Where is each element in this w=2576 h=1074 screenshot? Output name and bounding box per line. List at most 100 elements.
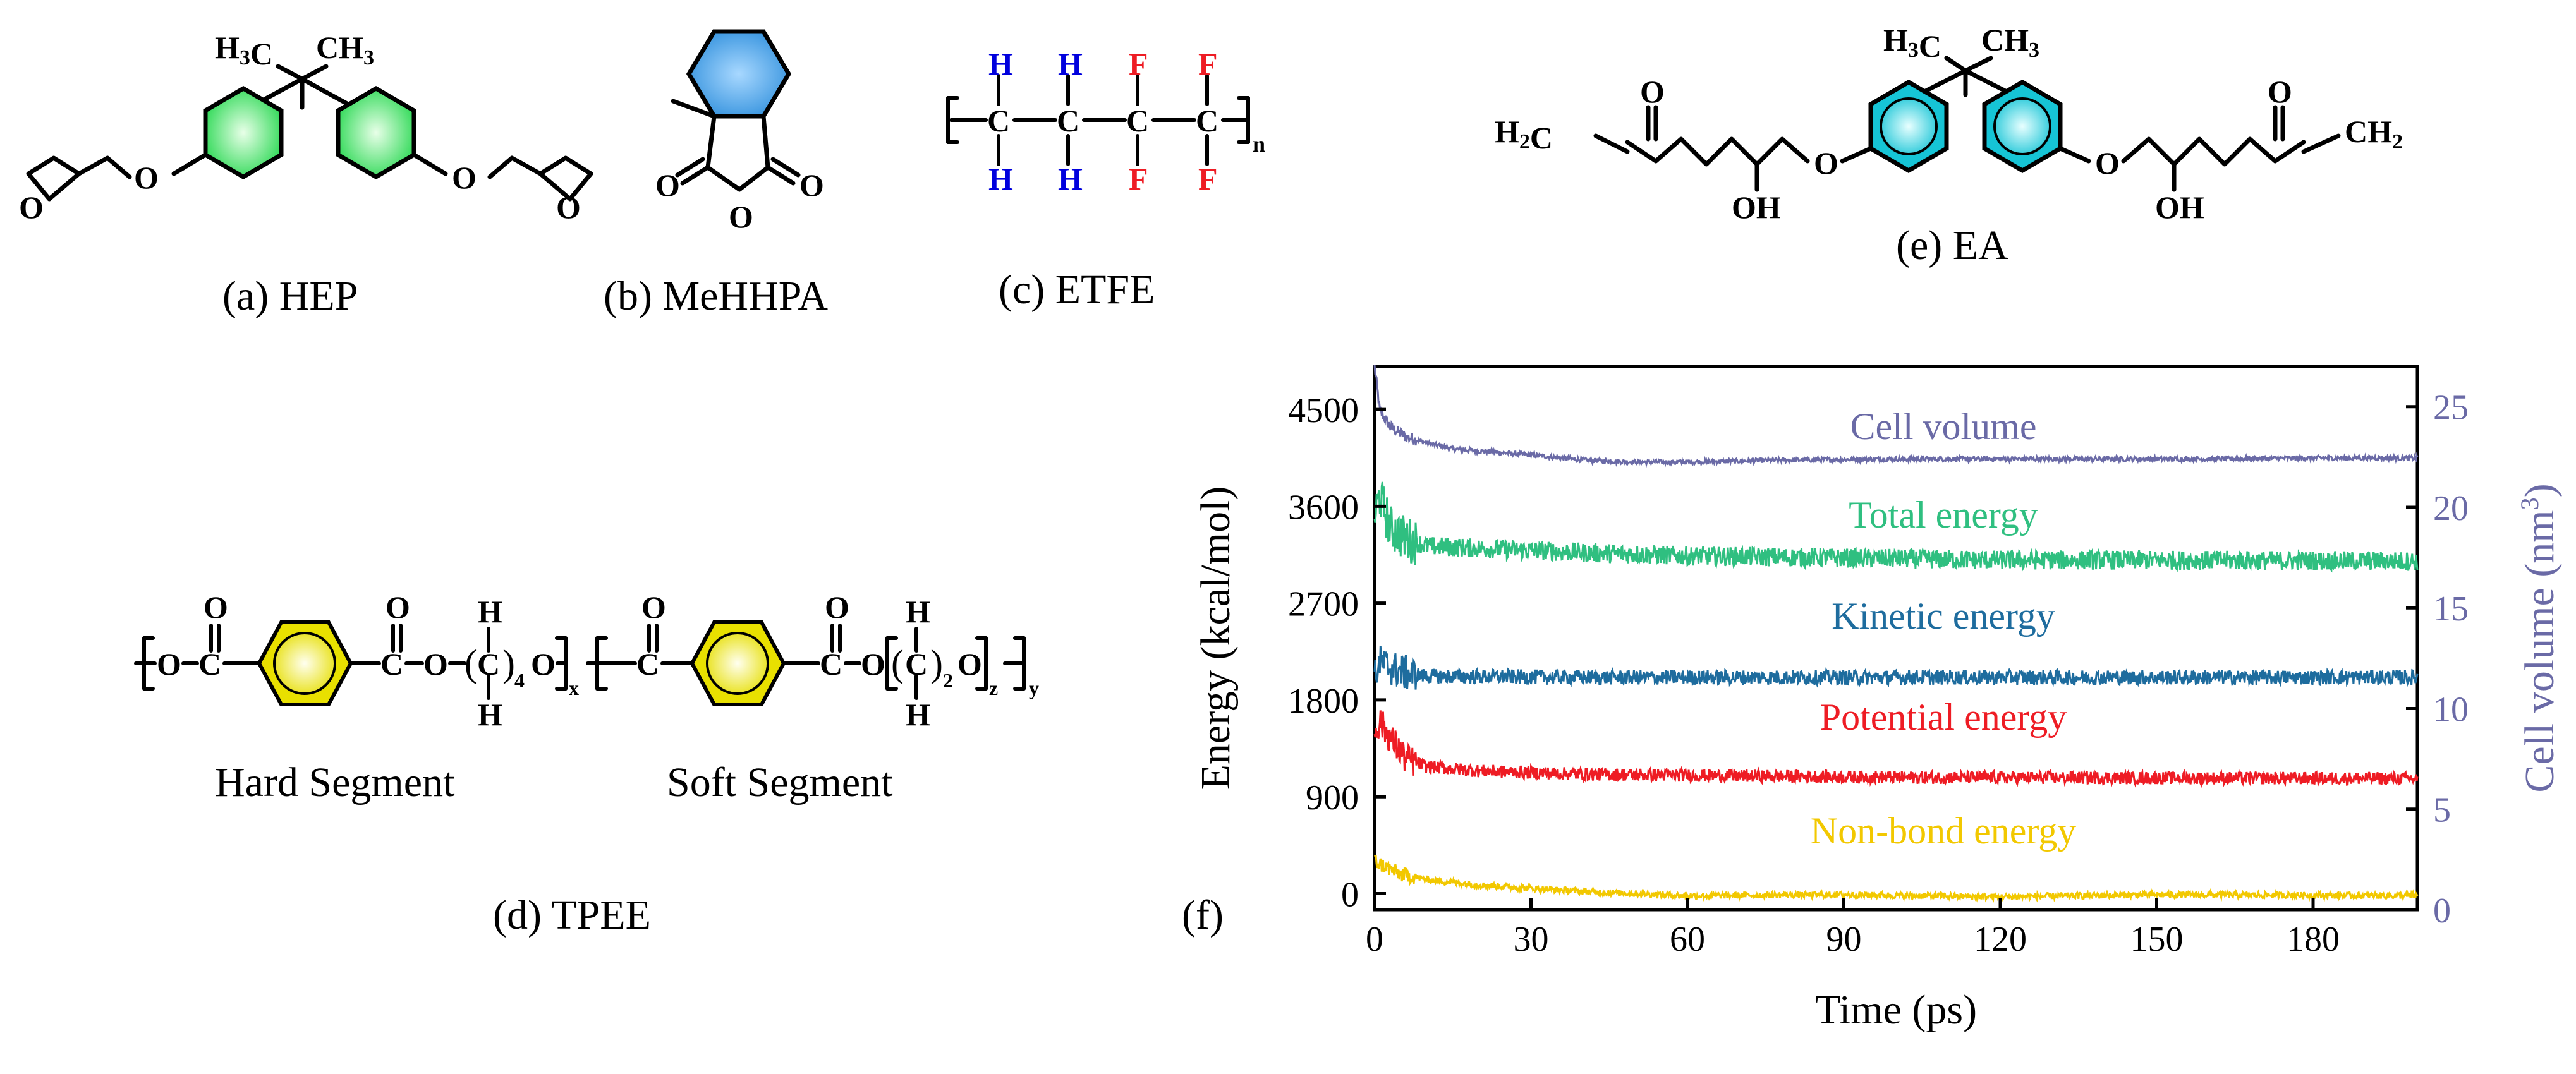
hep-epoxide-o-label: O (556, 190, 581, 225)
etfe-h-label: H (1058, 46, 1083, 81)
hep-right-epoxide (538, 155, 593, 202)
hep-bond (171, 152, 208, 176)
hep-right-benzene-ring (336, 85, 416, 180)
tpee-soft-segment-label: Soft Segment (667, 759, 893, 805)
y2-tick-label: 25 (2433, 389, 2469, 428)
tpee-o-label: O (531, 646, 556, 682)
series-layer (1373, 365, 2419, 903)
hep-bond (487, 155, 543, 179)
y2-axis-label: Cell volume (nm3) (2515, 483, 2563, 792)
x-tick-label: 0 (1366, 920, 1383, 959)
tpee-h-label: H (478, 594, 502, 629)
hep-h3c-label: H3C (215, 30, 273, 71)
hep-o-label: O (452, 160, 477, 195)
tpee-subscript-y: y (1029, 677, 1039, 699)
tpee-hard-segment-label: Hard Segment (215, 759, 454, 805)
etfe-h-label: H (988, 46, 1013, 81)
mehhpa-o-label: O (799, 167, 824, 203)
tpee-o-label: O (825, 589, 849, 625)
tpee-aromatic-circle (706, 632, 769, 695)
tpee-o-label: O (386, 589, 410, 625)
etfe-subscript-n: n (1253, 131, 1265, 157)
x-tick-label: 90 (1826, 920, 1862, 959)
tpee-paren: ) (930, 643, 943, 684)
ea-aromatic-circle (1880, 97, 1938, 155)
ea-bond (1840, 146, 1873, 164)
y2-tick-label: 0 (2433, 891, 2451, 931)
hep-bond (76, 155, 132, 179)
panel-d-tpee: O C O C O O ( C H H ) 4 O x C (134, 589, 1039, 938)
y-tick-label: 1800 (1288, 682, 1359, 721)
caption-mehhpa: (b) MeHHPA (604, 273, 828, 319)
mehhpa-cyclohexane-ring (686, 29, 792, 119)
hep-left-epoxide (26, 155, 82, 202)
ea-bond (1944, 56, 1968, 73)
tpee-subscript-x: x (569, 677, 579, 699)
ea-oh-label: OH (2155, 190, 2204, 225)
etfe-h-label: H (988, 161, 1013, 196)
mehhpa-anhydride-ring (705, 114, 770, 192)
x-tick-label: 60 (1670, 920, 1705, 959)
tpee-c-label: C (636, 646, 659, 682)
tpee-c-label: C (380, 646, 403, 682)
caption-tpee: (d) TPEE (493, 892, 651, 938)
tpee-subscript-z: z (989, 677, 998, 699)
series-kinetic-energy (1373, 646, 2419, 690)
ea-vinyl (1593, 133, 1630, 154)
annotation-potential-energy: Potential energy (1820, 696, 2067, 738)
tpee-o-label: O (861, 646, 885, 682)
y-tick-label: 900 (1306, 778, 1359, 818)
ea-oh-label: OH (1732, 190, 1781, 225)
etfe-c-label: C (987, 103, 1010, 138)
y2-tick-label: 10 (2433, 690, 2469, 729)
mehhpa-methyl-bond (671, 99, 717, 119)
series-cell-volume (1373, 365, 2419, 468)
x-tick-label: 180 (2287, 920, 2340, 959)
etfe-f-label: F (1129, 46, 1148, 81)
mehhpa-carbonyl (675, 157, 705, 178)
panel-a-hep: H3C CH3 O O O O (a) HEP (19, 30, 593, 319)
hep-o-label: O (134, 160, 159, 195)
series-total-energy (1373, 481, 2419, 573)
annotation-non-bond-energy: Non-bond energy (1811, 810, 2076, 852)
ea-bond (1963, 56, 1993, 73)
ea-h3c-label: H3C (1883, 22, 1941, 64)
y2-tick-label: 20 (2433, 489, 2469, 528)
tpee-subscript-4: 4 (514, 669, 525, 692)
y-tick-label: 0 (1341, 875, 1359, 914)
ea-h2c-label: H2C (1495, 114, 1553, 155)
ea-bond (2058, 146, 2091, 164)
ea-vinyl (2301, 133, 2341, 154)
hep-epoxide-o-label: O (19, 190, 44, 225)
ea-left-chain (1625, 136, 1810, 167)
tpee-o-label: O (957, 646, 982, 682)
ea-right-chain (2121, 136, 2306, 167)
etfe-c-label: C (1057, 103, 1079, 138)
ea-aromatic-circle (1993, 97, 2051, 155)
y-tick-label: 3600 (1288, 488, 1359, 527)
mehhpa-o-label: O (729, 199, 753, 234)
ea-ch3-label: CH3 (1981, 22, 2039, 62)
tpee-h-label: H (906, 697, 930, 732)
hep-ch3-label: CH3 (316, 30, 374, 69)
series-potential-energy (1373, 710, 2419, 788)
y2-tick-label: 15 (2433, 589, 2469, 629)
panel-c-etfe: C C C C n H H F F H H F F (c) ETFE (946, 46, 1265, 313)
y-tick-label: 2700 (1288, 585, 1359, 624)
ea-o-label: O (1814, 145, 1838, 181)
etfe-f-label: F (1198, 46, 1218, 81)
ea-carbonyl-o-label: O (1640, 74, 1665, 109)
mehhpa-carbonyl (680, 165, 710, 186)
x-axis-label: Time (ps) (1815, 987, 1977, 1033)
axis-layer: 0 30 60 90 120 150 180090018002700360045000510… (1288, 389, 2469, 959)
ea-o-label: O (2095, 145, 2120, 181)
plot-frame (1373, 365, 2419, 912)
panel-e-ea: H3C CH3 O OH O H2C O OH O CH2 (e) EA (1495, 22, 2403, 268)
ea-ch2-label: CH2 (2345, 114, 2403, 154)
etfe-c-label: C (1126, 103, 1149, 138)
y-axis-label: Energy (kcal/mol) (1193, 486, 1239, 790)
annotation-kinetic-energy: Kinetic energy (1832, 595, 2055, 637)
panel-b-mehhpa: O O O (b) MeHHPA (604, 29, 828, 319)
tpee-h-label: H (478, 697, 502, 732)
